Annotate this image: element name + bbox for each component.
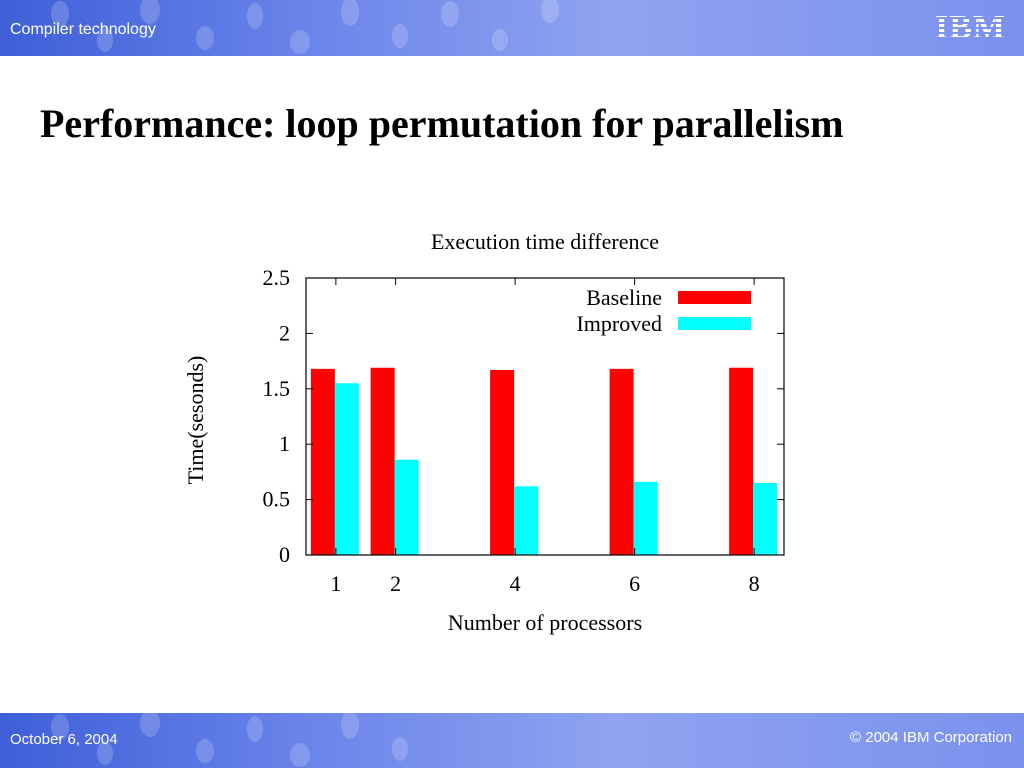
bar-chart: Execution time difference Number of proc…	[183, 229, 785, 635]
header-bar: Compiler technology IBM	[0, 0, 1024, 56]
bar-baseline-2	[370, 367, 395, 555]
x-tick-label: 2	[390, 571, 401, 596]
bar-improved-6	[633, 481, 658, 555]
footer-date: October 6, 2004	[10, 731, 118, 748]
plot-frame	[305, 277, 785, 556]
footer-copyright: © 2004 IBM Corporation	[850, 729, 1012, 746]
bar-baseline-4	[490, 369, 515, 555]
header-title: Compiler technology	[10, 21, 156, 38]
header-texture	[51, 0, 559, 54]
footer-texture	[51, 713, 408, 767]
legend-swatch-baseline	[678, 291, 751, 304]
bar-improved-1	[334, 383, 359, 555]
y-axis-label: Time(sesonds)	[183, 356, 208, 485]
x-tick-label: 1	[330, 571, 341, 596]
legend-swatch-improved	[678, 317, 751, 330]
y-tick-label: 1.5	[263, 376, 291, 401]
x-tick-label: 8	[749, 571, 760, 596]
y-tick-label: 0	[279, 542, 290, 567]
y-tick-label: 1	[279, 431, 290, 456]
bar-baseline-6	[609, 368, 634, 555]
chart-title: Execution time difference	[431, 229, 659, 254]
bar-improved-8	[753, 482, 778, 555]
slide-title: Performance: loop permutation for parall…	[40, 101, 844, 146]
legend-label-baseline: Baseline	[586, 285, 662, 310]
bar-improved-4	[514, 486, 539, 555]
y-tick-label: 2.5	[263, 265, 291, 290]
footer-bar	[0, 713, 1024, 768]
bar-baseline-8	[729, 367, 754, 555]
bar-baseline-1	[310, 368, 335, 555]
y-tick-label: 2	[279, 320, 290, 345]
ibm-logo: IBM	[935, 9, 1006, 46]
x-tick-label: 4	[510, 571, 521, 596]
x-tick-label: 6	[629, 571, 640, 596]
bar-improved-2	[394, 459, 419, 555]
x-axis-label: Number of processors	[448, 610, 642, 635]
legend-label-improved: Improved	[576, 311, 662, 336]
y-tick-label: 0.5	[263, 487, 291, 512]
